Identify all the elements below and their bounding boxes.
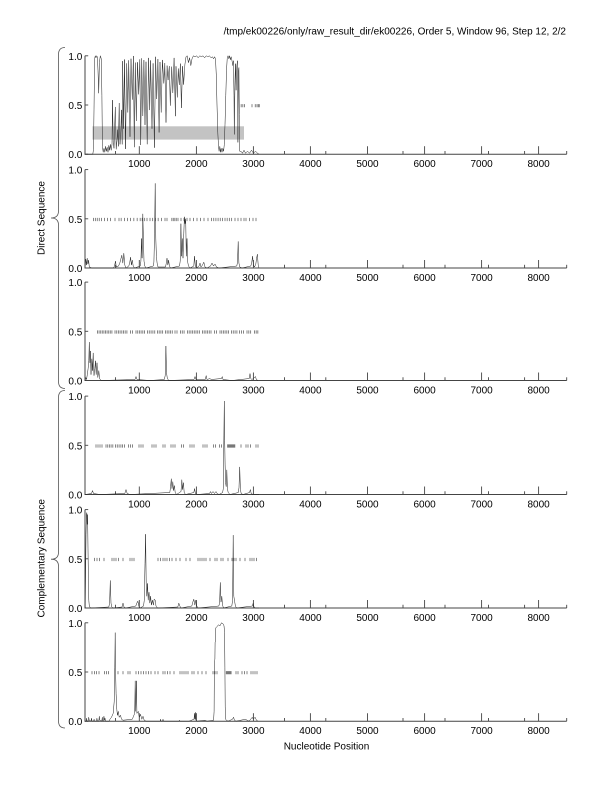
svg-text:8000: 8000	[527, 386, 550, 397]
svg-text:3000: 3000	[242, 726, 265, 737]
svg-text:1.0: 1.0	[68, 52, 82, 63]
svg-text:4000: 4000	[299, 159, 322, 170]
svg-text:3000: 3000	[242, 159, 265, 170]
svg-text:0.0: 0.0	[68, 717, 82, 728]
svg-text:1000: 1000	[128, 159, 151, 170]
svg-text:4000: 4000	[299, 613, 322, 624]
svg-text:5000: 5000	[356, 500, 379, 511]
svg-text:2000: 2000	[185, 500, 208, 511]
svg-text:1000: 1000	[128, 273, 151, 284]
svg-text:1000: 1000	[128, 613, 151, 624]
svg-text:0.0: 0.0	[68, 150, 82, 161]
svg-text:2000: 2000	[185, 386, 208, 397]
svg-text:0.5: 0.5	[68, 215, 82, 226]
svg-text:0.0: 0.0	[68, 377, 82, 388]
svg-text:0.5: 0.5	[68, 668, 82, 679]
svg-text:2000: 2000	[185, 726, 208, 737]
svg-text:1000: 1000	[128, 386, 151, 397]
svg-text:8000: 8000	[527, 500, 550, 511]
svg-text:2000: 2000	[185, 273, 208, 284]
svg-text:3000: 3000	[242, 273, 265, 284]
svg-text:7000: 7000	[470, 613, 493, 624]
svg-text:5000: 5000	[356, 726, 379, 737]
svg-text:6000: 6000	[413, 726, 436, 737]
svg-text:3000: 3000	[242, 613, 265, 624]
svg-text:1000: 1000	[128, 726, 151, 737]
svg-text:8000: 8000	[527, 726, 550, 737]
svg-text:Nucleotide Position: Nucleotide Position	[284, 742, 370, 753]
svg-text:2000: 2000	[185, 159, 208, 170]
svg-text:0.0: 0.0	[68, 264, 82, 275]
svg-text:0.0: 0.0	[68, 491, 82, 502]
svg-text:3000: 3000	[242, 500, 265, 511]
svg-text:7000: 7000	[470, 726, 493, 737]
svg-text:8000: 8000	[527, 159, 550, 170]
svg-text:5000: 5000	[356, 273, 379, 284]
svg-text:5000: 5000	[356, 159, 379, 170]
svg-text:0.5: 0.5	[68, 555, 82, 566]
svg-text:6000: 6000	[413, 500, 436, 511]
svg-text:7000: 7000	[470, 273, 493, 284]
svg-text:7000: 7000	[470, 500, 493, 511]
svg-text:0.5: 0.5	[68, 441, 82, 452]
svg-text:7000: 7000	[470, 386, 493, 397]
svg-text:0.0: 0.0	[68, 604, 82, 615]
svg-text:4000: 4000	[299, 500, 322, 511]
svg-text:6000: 6000	[413, 159, 436, 170]
svg-text:1.0: 1.0	[68, 506, 82, 517]
svg-text:6000: 6000	[413, 273, 436, 284]
svg-text:0.5: 0.5	[68, 101, 82, 112]
svg-text:Complementary Sequence: Complementary Sequence	[37, 499, 48, 618]
svg-text:6000: 6000	[413, 386, 436, 397]
svg-text:1.0: 1.0	[68, 166, 82, 177]
svg-text:/tmp/ek00226/only/raw_result_d: /tmp/ek00226/only/raw_result_dir/ek00226…	[224, 27, 567, 38]
svg-text:2000: 2000	[185, 613, 208, 624]
svg-text:1000: 1000	[128, 500, 151, 511]
svg-text:7000: 7000	[470, 159, 493, 170]
svg-text:4000: 4000	[299, 726, 322, 737]
svg-text:4000: 4000	[299, 273, 322, 284]
svg-text:5000: 5000	[356, 386, 379, 397]
svg-text:1.0: 1.0	[68, 619, 82, 630]
svg-text:5000: 5000	[356, 613, 379, 624]
svg-text:1.0: 1.0	[68, 392, 82, 403]
svg-text:8000: 8000	[527, 273, 550, 284]
svg-text:0.5: 0.5	[68, 327, 82, 338]
svg-text:3000: 3000	[242, 386, 265, 397]
svg-text:Direct Sequence: Direct Sequence	[37, 181, 48, 255]
svg-text:8000: 8000	[527, 613, 550, 624]
svg-text:6000: 6000	[413, 613, 436, 624]
svg-text:1.0: 1.0	[68, 278, 82, 289]
svg-text:4000: 4000	[299, 386, 322, 397]
